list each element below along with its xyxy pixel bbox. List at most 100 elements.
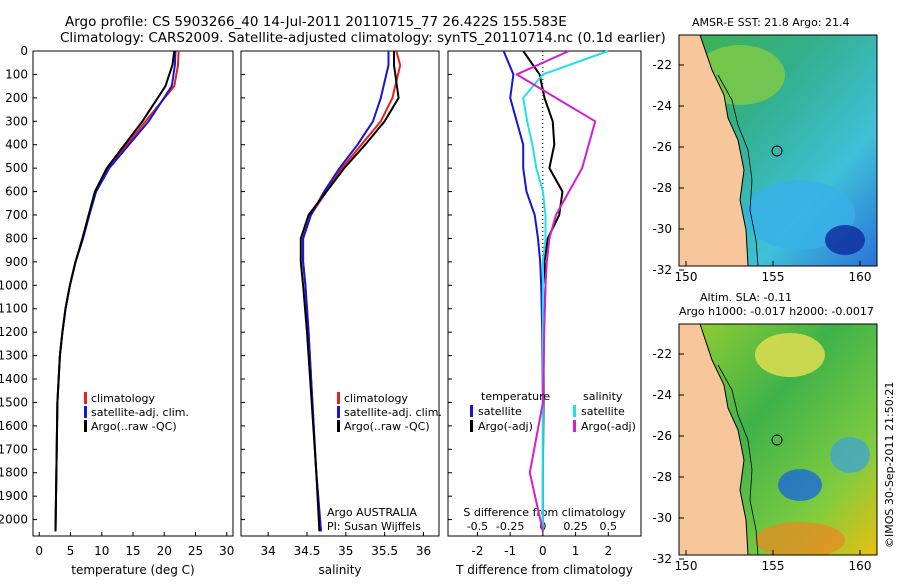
- x-tick-label: 15: [125, 544, 140, 558]
- series-line-climatology: [302, 50, 402, 532]
- legend-swatch-climatology: [337, 392, 340, 404]
- sla-map-frame: [678, 323, 878, 556]
- sla-argo-marker: [771, 434, 783, 446]
- x-tick-label: 5: [67, 544, 75, 558]
- sst-argo-marker: [771, 145, 783, 157]
- sla-map-title2: Argo h1000: -0.017 h2000: -0.0017: [679, 305, 874, 318]
- x-tick-label: 2: [604, 544, 612, 558]
- x-tick-label: 20: [157, 544, 172, 558]
- lat-tick-label: -32: [652, 263, 672, 277]
- lat-tick-label: -30: [652, 511, 672, 525]
- series-line-climatology: [54, 50, 180, 532]
- lon-tick-label: 150: [675, 559, 698, 573]
- sla-shelf-contour: [717, 364, 759, 555]
- legend-swatch-temp-argo: [470, 420, 473, 432]
- y-tick-label: 1400: [0, 372, 28, 386]
- legend-salinity: climatology satellite-adj. clim. Argo(..…: [337, 392, 442, 433]
- sla-low-patch: [778, 469, 822, 501]
- legend-label-temp-satellite: satellite: [478, 405, 522, 418]
- sla-low-patch-2: [830, 437, 870, 473]
- sla-land: [679, 324, 749, 555]
- lon-tick-label: 155: [762, 270, 785, 284]
- map-ticks: -22-24-26-28-30-32 150 155 160-22-24-26-28-…: [652, 58, 871, 573]
- lon-tick-label: 155: [762, 559, 785, 573]
- x-tick-label: 1: [572, 544, 580, 558]
- sla-high-patch: [755, 333, 825, 377]
- y-tick-label: 1700: [0, 442, 28, 456]
- legend-swatch-temp-satellite: [470, 405, 473, 417]
- y-tick-label: 600: [5, 185, 28, 199]
- profile-panel-2: 34 34.5 35 35.5 36 salinity: [240, 50, 440, 577]
- footer-credit: ©IMOS 30-Sep-2011 21:50:21: [883, 382, 896, 548]
- y-tick-label: 900: [5, 255, 28, 269]
- y-tick-label: 1200: [0, 325, 28, 339]
- legend-temperature: climatology satellite-adj. clim. Argo(..…: [84, 392, 189, 433]
- profile-panels: 0100200300400500600700800900100011001200…: [0, 44, 642, 577]
- legend-label-argo: Argo(..raw -QC): [91, 420, 177, 433]
- lon-tick-label: 150: [675, 270, 698, 284]
- sst-land: [679, 35, 749, 266]
- axes-box: [447, 50, 642, 537]
- y-tick-label: 1300: [0, 349, 28, 363]
- series-line-argo-raw-qc-: [54, 50, 176, 532]
- series-line-temperature-satellite: [502, 50, 544, 532]
- lon-tick-label: 160: [849, 270, 872, 284]
- x-tick-label: 25: [188, 544, 203, 558]
- y-tick-label: 700: [5, 208, 28, 222]
- x-axis-label: T difference from climatology: [455, 563, 633, 577]
- top-axis-label: S difference from climatology: [463, 506, 626, 519]
- legend-swatch-sal-satellite: [573, 405, 576, 417]
- credit-line2: PI: Susan Wijffels: [327, 520, 421, 533]
- y-tick-label: 100: [5, 67, 28, 81]
- lat-tick-label: -22: [652, 347, 672, 361]
- y-tick-label: 1800: [0, 466, 28, 480]
- x-tick-label: -2: [471, 544, 483, 558]
- top-tick-label: 0.5: [600, 520, 618, 533]
- legend-label-climatology: climatology: [91, 392, 155, 405]
- series-line-argo-raw-qc-: [299, 51, 400, 532]
- sst-map: [679, 35, 877, 266]
- lat-tick-label: -22: [652, 58, 672, 72]
- sla-map-title1: Altim. SLA: -0.11: [700, 291, 792, 304]
- y-tick-label: 200: [5, 91, 28, 105]
- y-tick-label: 800: [5, 231, 28, 245]
- sst-map-title: AMSR-E SST: 21.8 Argo: 21.4: [692, 16, 850, 29]
- axes-box: [240, 50, 440, 537]
- sla-warm-patch: [755, 522, 845, 555]
- top-tick-label: -0.5: [467, 520, 488, 533]
- profile-panel-1: 0100200300400500600700800900100011001200…: [0, 44, 234, 577]
- legend-label-satellite: satellite-adj. clim.: [91, 406, 189, 419]
- x-tick-label: 34: [261, 544, 276, 558]
- lat-tick-label: -26: [652, 140, 672, 154]
- x-tick-label: 0: [539, 544, 547, 558]
- y-tick-label: 1100: [0, 302, 28, 316]
- sst-cold-patch: [825, 225, 865, 255]
- x-axis-label: temperature (deg C): [71, 563, 194, 577]
- legend-temperature-head: temperature: [481, 390, 550, 403]
- legend-label-climatology: climatology: [344, 392, 408, 405]
- top-tick-label: -0.25: [496, 520, 524, 533]
- x-tick-label: 35.5: [371, 544, 398, 558]
- lat-tick-label: -32: [652, 552, 672, 566]
- x-axis-label: salinity: [318, 563, 361, 577]
- credit-line1: Argo AUSTRALIA: [327, 506, 417, 519]
- x-tick-label: 30: [219, 544, 234, 558]
- y-tick-label: 400: [5, 138, 28, 152]
- lat-tick-label: -26: [652, 429, 672, 443]
- legend-swatch-satellite: [84, 406, 87, 418]
- legend-swatch-climatology: [84, 392, 87, 404]
- top-tick-label: 0.25: [563, 520, 588, 533]
- lat-tick-label: -28: [652, 181, 672, 195]
- lon-tick-label: 160: [849, 559, 872, 573]
- sst-cool-patch: [745, 180, 855, 250]
- series-line-salinity-argo-adj-: [515, 50, 597, 532]
- legend-salinity-head: salinity: [583, 390, 623, 403]
- lat-tick-label: -24: [652, 99, 672, 113]
- y-tick-label: 2000: [0, 513, 28, 527]
- title-line1: Argo profile: CS 5903266_40 14-Jul-2011 …: [65, 14, 567, 30]
- legend-difference: temperature salinity satellite Argo(-adj…: [470, 390, 636, 433]
- legend-label-satellite: satellite-adj. clim.: [344, 406, 442, 419]
- legend-swatch-argo: [337, 420, 340, 432]
- y-tick-label: 1000: [0, 278, 28, 292]
